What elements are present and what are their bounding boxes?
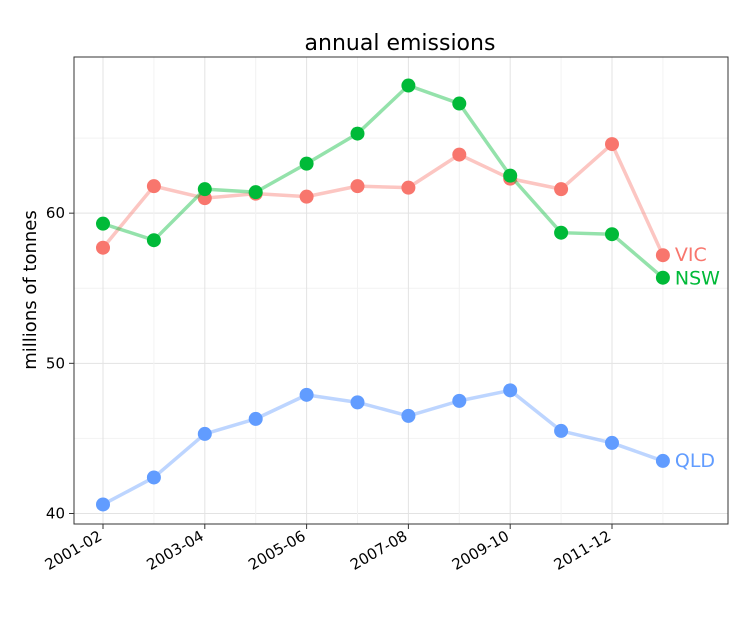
x-tick-label: 2007-08 <box>347 527 410 574</box>
series-vic <box>96 137 670 263</box>
data-point <box>299 387 314 402</box>
series-line <box>102 83 665 280</box>
x-tick-label: 2003-04 <box>144 527 207 574</box>
data-point <box>96 240 110 255</box>
y-tick-label: 40 <box>46 504 65 522</box>
series-nsw <box>96 78 670 285</box>
x-tick-label: 2001-02 <box>42 527 105 574</box>
series-qld <box>96 383 670 512</box>
data-point <box>655 270 670 285</box>
y-tick-label: 60 <box>46 204 65 222</box>
data-point <box>605 435 619 450</box>
data-point <box>655 453 670 468</box>
series-end-label: NSW <box>675 268 720 290</box>
data-point <box>197 426 212 441</box>
x-tick-label: 2005-06 <box>245 527 308 574</box>
data-point <box>248 185 263 200</box>
data-point <box>350 126 365 141</box>
x-tick-label: 2009-10 <box>449 527 512 574</box>
data-point <box>554 423 569 438</box>
data-point <box>299 189 314 204</box>
data-point <box>96 497 110 512</box>
data-point <box>197 182 212 197</box>
plot-panel <box>73 56 729 525</box>
series-end-label: VIC <box>675 244 707 266</box>
series-line <box>102 388 664 507</box>
data-point <box>605 227 619 242</box>
series-layer <box>96 78 670 512</box>
data-point <box>350 179 365 194</box>
grid <box>74 57 728 524</box>
data-point <box>96 216 110 231</box>
data-point <box>299 156 314 171</box>
y-tick-label: 50 <box>46 354 65 372</box>
data-point <box>452 393 467 408</box>
data-point <box>146 233 161 248</box>
data-point <box>605 137 619 152</box>
data-point <box>401 180 416 195</box>
x-tick-label: 2011-12 <box>551 527 614 574</box>
data-point <box>503 168 518 183</box>
data-point <box>554 182 569 197</box>
data-point <box>503 383 518 398</box>
data-point <box>452 96 467 111</box>
data-point <box>401 78 416 93</box>
series-line <box>101 142 665 256</box>
data-point <box>401 408 416 423</box>
panel-border <box>73 56 729 525</box>
data-point <box>146 470 161 485</box>
data-point <box>248 411 263 426</box>
series-end-label: QLD <box>675 450 715 472</box>
data-point <box>554 225 569 240</box>
chart-title: annual emissions <box>305 31 496 56</box>
axes: 40 50 60 2001-02 2003-04 2005-06 2007-08 2009-1… <box>42 204 614 574</box>
data-point <box>146 179 161 194</box>
data-point <box>655 248 670 263</box>
data-point <box>350 395 365 410</box>
data-point <box>452 147 467 162</box>
y-axis-label: millions of tonnes <box>20 210 41 369</box>
